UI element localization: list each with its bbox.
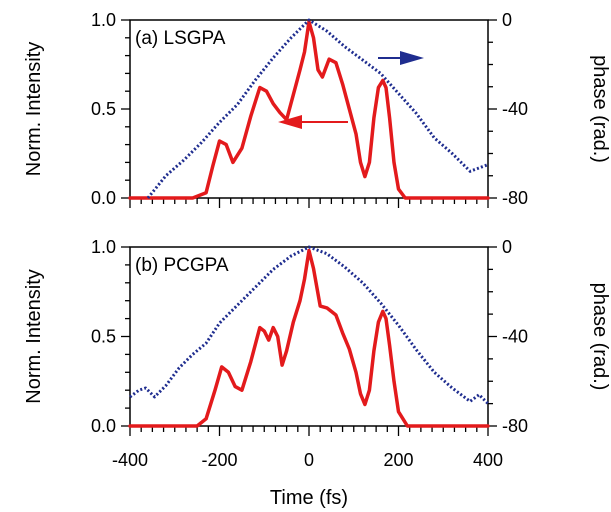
y-left-tick-label: 1.0 bbox=[91, 237, 116, 257]
panel-a: 0.0 0.5 1.0 -80 -40 0 Norm. Intensity phase (ra… bbox=[23, 10, 611, 208]
y-right-tick-label: -80 bbox=[502, 416, 528, 436]
y-right-axis-title: phase (rad.) bbox=[589, 283, 611, 391]
red-arrow-head bbox=[278, 115, 302, 129]
y-left-tick-label: 0.0 bbox=[91, 416, 116, 436]
y-left-axis-title: Norm. Intensity bbox=[23, 42, 45, 176]
y-right-tick-label: -40 bbox=[502, 327, 528, 347]
x-tick-label: 400 bbox=[473, 450, 503, 470]
y-right-tick-label: 0 bbox=[502, 237, 512, 257]
y-left-tick-label: 0.5 bbox=[91, 327, 116, 347]
x-axis-title: Time (fs) bbox=[270, 487, 348, 509]
phase-series-line bbox=[129, 245, 490, 405]
x-tick-label: -200 bbox=[201, 450, 237, 470]
intensity-series-line bbox=[128, 248, 490, 428]
intensity-series-line bbox=[128, 20, 490, 200]
x-tick-label: 200 bbox=[383, 450, 413, 470]
y-left-axis-title: Norm. Intensity bbox=[23, 269, 45, 403]
y-right-tick-label: -40 bbox=[502, 99, 528, 119]
y-right-tick-label: -80 bbox=[502, 188, 528, 208]
blue-arrow-head bbox=[400, 51, 424, 65]
y-left-tick-label: 0.5 bbox=[91, 99, 116, 119]
panel-label: (a) LSGPA bbox=[135, 28, 226, 49]
y-right-axis-title: phase (rad.) bbox=[589, 55, 611, 163]
y-left-tick-label: 0.0 bbox=[91, 188, 116, 208]
phase-series-line bbox=[146, 18, 489, 199]
y-right-tick-label: 0 bbox=[502, 10, 512, 30]
x-tick-label: 0 bbox=[304, 450, 314, 470]
panel-label: (b) PCGPA bbox=[135, 255, 229, 276]
x-tick-label: -400 bbox=[112, 450, 148, 470]
y-left-tick-label: 1.0 bbox=[91, 10, 116, 30]
